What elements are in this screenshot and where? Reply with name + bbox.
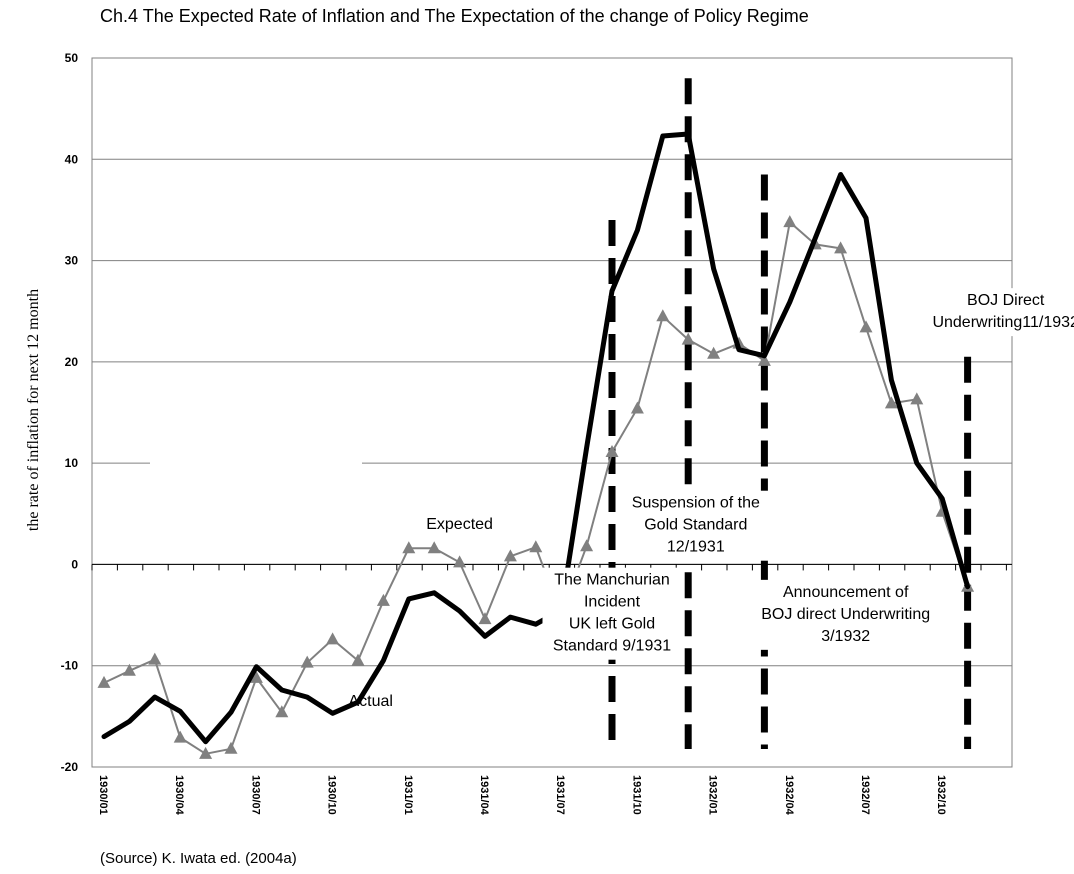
y-tick-label: 40 [65,152,79,166]
y-tick-label: -20 [61,760,79,774]
expected-line [103,221,969,755]
actual-line [101,131,971,745]
x-tick-label: 1932/01 [707,775,719,815]
expected-point [656,309,670,322]
expected-point [834,241,848,254]
expected-point [148,652,162,665]
y-tick-label: 10 [65,456,79,470]
expected-point [173,730,187,743]
axes: -20 -10 0 10 20 30 40 50 1930/01 1930/04 1930/07 19… [61,51,1013,816]
plot-frame [91,57,1013,768]
expected-point [503,549,517,562]
expected-point [910,392,924,405]
x-tick-label: 1932/04 [783,775,795,816]
expected-point [630,401,644,414]
expected-point [884,396,898,409]
event-label-bg [617,490,774,561]
expected-point [580,539,594,552]
y-tick-label: 20 [65,355,79,369]
expected-point [757,353,771,366]
event-label-4: Underwriting11/1932 [932,314,1074,331]
x-tick-label: 1932/07 [859,775,871,815]
x-tick-label: 1931/04 [478,775,490,816]
gridline-gap [150,460,362,467]
expected-point [249,670,263,683]
event-label-1: Incident [584,594,641,611]
event-label-1: The Manchurian [554,572,670,589]
event-label-1: UK left Gold [569,616,655,633]
expected-point [707,346,721,359]
expected-point [453,555,467,568]
expected-point [275,705,289,718]
event-label-bg [741,579,950,650]
event-label-2: Gold Standard [644,517,747,534]
event-label-4: BOJ Direct [967,292,1045,309]
y-tick-label: -10 [61,659,79,673]
event-markers [608,78,972,749]
source-note: (Source) K. Iwata ed. (2004a) [100,850,297,867]
expected-point [402,541,416,554]
x-tick-label: 1930/04 [173,775,185,816]
chart-title: Ch.4 The Expected Rate of Inflation and … [100,6,809,26]
expected-point [681,332,695,345]
series-label-expected: Expected [426,516,493,533]
x-tick-label: 1932/10 [935,775,947,815]
x-tick-label: 1930/07 [249,775,261,815]
event-label-3: BOJ direct Underwriting [761,606,930,623]
expected-point [300,655,314,668]
expected-point [351,653,365,666]
x-tick-label: 1931/07 [554,775,566,815]
event-label-bg [542,567,682,660]
expected-point [122,663,136,676]
y-tick-label: 0 [71,557,78,571]
annotations: Expected Actual The Manchurian Incident UK l… [348,288,1074,710]
expected-point [783,215,797,228]
x-tick-label: 1931/10 [630,775,642,815]
x-tick-label: 1930/01 [97,775,109,815]
expected-point [529,540,543,553]
expected-point [605,445,619,458]
expected-point [199,746,213,759]
event-label-3: 3/1932 [821,628,870,645]
expected-point [326,632,340,645]
event-label-2: Suspension of the [632,495,760,512]
event-label-2: 12/1931 [667,539,725,556]
series-label-actual: Actual [348,693,392,710]
event-label-3: Announcement of [783,584,909,601]
series-lines [97,131,975,759]
expected-point [376,593,390,606]
expected-point [478,612,492,625]
y-tick-label: 50 [65,51,79,65]
expected-point [859,320,873,333]
y-tick-label: 30 [65,254,79,268]
y-axis-label: the rate of inflation for next 12 month [25,289,42,531]
event-label-1: Standard 9/1931 [553,638,671,655]
expected-point [427,541,441,554]
expected-point [97,675,111,688]
x-tick-label: 1930/10 [326,775,338,815]
event-label-bg [919,288,1074,337]
x-tick-label: 1931/01 [402,775,414,815]
expected-point [224,741,238,754]
